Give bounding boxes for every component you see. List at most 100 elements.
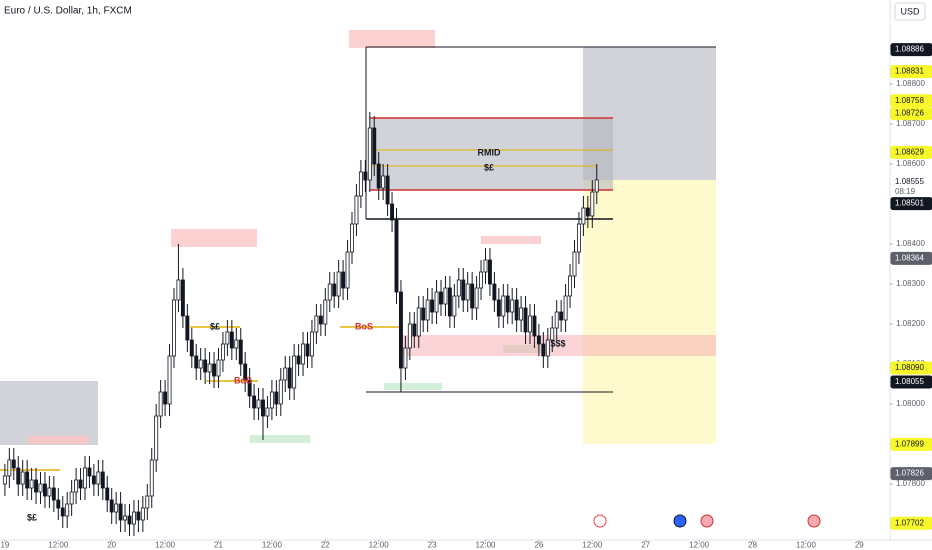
price-marker (890, 107, 932, 121)
price-marker (890, 145, 932, 159)
candle-body (563, 295, 568, 321)
candle-body (523, 307, 528, 333)
event-icon (700, 514, 714, 528)
zone-box (0, 381, 98, 445)
candle-body (581, 207, 586, 225)
candle-body (198, 359, 203, 369)
price-marker-label: 1.08555 (895, 177, 924, 186)
candle-body (345, 251, 350, 289)
x-tick-label: 20 (107, 541, 116, 550)
candle-body (220, 343, 225, 361)
candle-body (203, 359, 208, 373)
candle-body (2, 475, 7, 485)
candle-body (158, 391, 163, 417)
candles (2, 112, 599, 536)
candle-body (536, 335, 541, 345)
candle-body (363, 171, 368, 181)
candle-body (34, 479, 39, 493)
candle-body (247, 379, 252, 397)
candle-body (416, 307, 421, 337)
candle-body (407, 323, 412, 349)
event-icon (807, 514, 821, 528)
candle-body (7, 459, 12, 477)
liquidity-zone (481, 236, 541, 244)
currency-label[interactable]: USD (900, 6, 920, 16)
candle-body (256, 399, 261, 409)
y-tick-label: 1.08800 (896, 79, 925, 88)
x-tick-label: 12:00 (369, 541, 390, 550)
candle-body (510, 299, 515, 313)
price-marker-label: 1.08831 (895, 67, 924, 76)
candle-body (163, 391, 168, 405)
candle-body (234, 339, 239, 349)
candle-body (461, 279, 466, 301)
annotation: BoS (234, 375, 252, 385)
x-tick-label: 22 (321, 541, 330, 550)
currency-button[interactable] (894, 2, 926, 21)
annotation: $$$ (550, 338, 565, 348)
price-marker (890, 175, 932, 189)
price-marker-label: 1.08501 (895, 199, 924, 208)
candle-body (550, 327, 555, 341)
candle-body (180, 279, 185, 317)
x-tick-label: 28 (748, 541, 757, 550)
candle-body (60, 507, 65, 517)
x-tick-label: 12:00 (582, 541, 603, 550)
order-block (400, 335, 716, 356)
drawings (0, 30, 716, 471)
candle-body (456, 279, 461, 297)
candle-body (590, 191, 595, 217)
candle-body (474, 287, 479, 309)
candle-body (541, 343, 546, 357)
candle-body (269, 391, 274, 409)
range-box (370, 118, 613, 190)
candle-body (212, 363, 217, 377)
candle-body (501, 295, 506, 317)
candle-body (296, 355, 301, 365)
event-icon (593, 514, 607, 528)
candle-body (479, 271, 484, 289)
price-marker-label: 1.08629 (895, 148, 924, 157)
candle-body (114, 503, 119, 513)
candle-body (83, 467, 87, 489)
candle-body (314, 315, 319, 333)
candle-body (69, 491, 74, 505)
price-marker-label: 1.08055 (895, 377, 924, 386)
price-marker-label: 1.07826 (895, 469, 924, 478)
candle-body (568, 275, 573, 297)
candle-body (185, 315, 190, 341)
candle-body (367, 127, 372, 181)
candle-body (505, 295, 510, 313)
candle-body (243, 363, 248, 381)
candle-body (443, 287, 448, 305)
candle-body (131, 511, 136, 525)
candle-body (372, 127, 377, 165)
price-marker-label: 1.08726 (895, 109, 924, 118)
candle-body (149, 459, 154, 497)
candle-body (487, 259, 492, 285)
candle-body (572, 251, 577, 277)
liquidity-zone (171, 229, 257, 247)
event-icons (593, 514, 821, 528)
candle-body (176, 279, 181, 301)
candle-body (252, 395, 257, 409)
candle-body (554, 311, 559, 329)
candle-body (434, 291, 439, 313)
candle-body (350, 223, 354, 253)
y-tick-label: 1.08700 (896, 119, 925, 128)
y-tick-label: 1.08600 (896, 159, 925, 168)
x-tick-label: 12:00 (155, 541, 176, 550)
candle-body (42, 483, 47, 497)
candle-body (576, 223, 581, 253)
liquidity-zone (384, 383, 442, 390)
candle-body (545, 339, 550, 357)
candle-body (341, 271, 346, 289)
event-icon (673, 514, 687, 528)
x-tick-label: 23 (428, 541, 437, 550)
price-marker (890, 197, 932, 211)
price-marker-label: 1.08758 (895, 96, 924, 105)
candle-body (492, 283, 497, 301)
candle-body (74, 479, 79, 493)
